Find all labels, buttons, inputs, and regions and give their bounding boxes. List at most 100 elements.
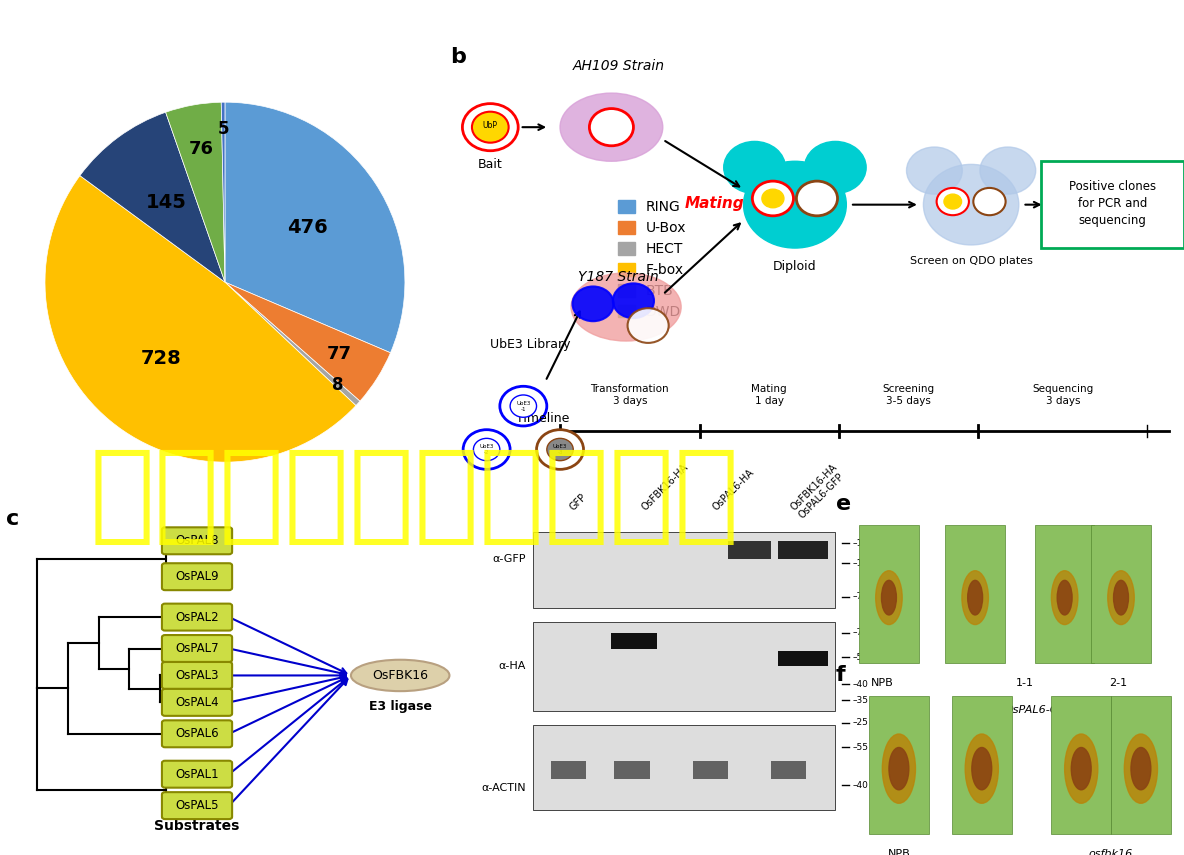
- Circle shape: [762, 189, 784, 208]
- Circle shape: [472, 112, 509, 143]
- Text: UbE3
-3: UbE3 -3: [553, 444, 567, 455]
- Text: OsPAL6-HA: OsPAL6-HA: [710, 467, 755, 512]
- FancyBboxPatch shape: [162, 528, 232, 554]
- FancyBboxPatch shape: [162, 604, 232, 631]
- Wedge shape: [225, 282, 360, 405]
- Bar: [945, 524, 1005, 663]
- Bar: [778, 541, 828, 559]
- Circle shape: [500, 386, 547, 426]
- Text: Mating
1 day: Mating 1 day: [752, 384, 787, 406]
- Ellipse shape: [967, 581, 983, 615]
- Circle shape: [907, 147, 963, 194]
- Text: Y187 Strain: Y187 Strain: [579, 270, 659, 284]
- Text: OsPAL1: OsPAL1: [175, 768, 219, 781]
- Text: OsPAL5: OsPAL5: [175, 799, 219, 812]
- Bar: [778, 651, 828, 667]
- Ellipse shape: [350, 660, 450, 691]
- Text: α-HA: α-HA: [498, 662, 526, 671]
- Text: OsFBK16-HA: OsFBK16-HA: [639, 462, 690, 512]
- Bar: [869, 696, 928, 834]
- Ellipse shape: [571, 273, 681, 341]
- Text: –55: –55: [852, 743, 869, 752]
- Text: 145: 145: [146, 193, 187, 212]
- FancyBboxPatch shape: [162, 563, 232, 590]
- Text: osfbk16: osfbk16: [1089, 850, 1133, 855]
- Text: 2-1: 2-1: [1108, 679, 1127, 688]
- Text: OsPAL3: OsPAL3: [175, 669, 219, 682]
- Ellipse shape: [1072, 747, 1092, 790]
- Text: –100: –100: [852, 558, 874, 568]
- Text: 白驾游记，贵州自驾游: 白驾游记，贵州自驾游: [90, 443, 739, 549]
- Bar: [728, 541, 771, 559]
- Text: UbE3
-1: UbE3 -1: [516, 401, 530, 411]
- Ellipse shape: [1057, 581, 1073, 615]
- Ellipse shape: [1064, 734, 1098, 804]
- Text: Transformation
3 days: Transformation 3 days: [591, 384, 669, 406]
- Text: –70: –70: [852, 628, 869, 637]
- FancyBboxPatch shape: [162, 689, 232, 716]
- Circle shape: [723, 141, 785, 193]
- Ellipse shape: [876, 571, 902, 624]
- Circle shape: [573, 286, 613, 321]
- Circle shape: [536, 430, 584, 469]
- Circle shape: [797, 181, 837, 215]
- Text: NPB: NPB: [871, 679, 894, 688]
- Text: b: b: [450, 47, 465, 67]
- FancyBboxPatch shape: [162, 662, 232, 689]
- Ellipse shape: [882, 734, 915, 804]
- Circle shape: [924, 164, 1018, 245]
- Text: UbP: UbP: [483, 121, 497, 131]
- Ellipse shape: [961, 571, 989, 624]
- Bar: [771, 761, 806, 779]
- Text: OsPAL4: OsPAL4: [175, 696, 219, 709]
- Bar: [611, 633, 657, 649]
- Ellipse shape: [881, 581, 896, 615]
- Bar: [1111, 696, 1171, 834]
- Wedge shape: [79, 112, 225, 282]
- Text: Positive clones
for PCR and
sequencing: Positive clones for PCR and sequencing: [1069, 180, 1157, 227]
- Circle shape: [463, 430, 510, 469]
- Text: –55: –55: [852, 653, 869, 662]
- Text: e: e: [836, 494, 851, 514]
- Circle shape: [547, 439, 573, 461]
- Ellipse shape: [1051, 571, 1077, 624]
- Text: c: c: [6, 510, 19, 529]
- Text: –40: –40: [852, 680, 868, 689]
- Legend: RING, U-Box, HECT, F-box, BTB, DWD: RING, U-Box, HECT, F-box, BTB, DWD: [613, 196, 690, 323]
- Circle shape: [510, 395, 536, 417]
- Wedge shape: [166, 103, 225, 282]
- Text: 5: 5: [218, 121, 230, 139]
- Circle shape: [628, 308, 669, 343]
- Text: E3 ligase: E3 ligase: [368, 700, 432, 713]
- Circle shape: [937, 188, 969, 215]
- Text: OsFBK16: OsFBK16: [372, 669, 429, 682]
- Bar: [614, 761, 650, 779]
- Text: NPB: NPB: [888, 850, 910, 855]
- Bar: [533, 532, 835, 608]
- Bar: [952, 696, 1011, 834]
- Text: Mating: Mating: [684, 196, 744, 211]
- Wedge shape: [225, 282, 391, 401]
- Circle shape: [590, 109, 633, 146]
- Text: 1-1: 1-1: [1016, 679, 1034, 688]
- Circle shape: [804, 141, 867, 193]
- Text: 77: 77: [327, 345, 352, 363]
- Text: f: f: [836, 665, 845, 685]
- FancyBboxPatch shape: [162, 761, 232, 787]
- Text: UbE3 Library: UbE3 Library: [490, 338, 571, 351]
- Text: Screen on QDO plates: Screen on QDO plates: [909, 256, 1032, 266]
- Ellipse shape: [1125, 734, 1158, 804]
- Text: Substrates: Substrates: [154, 818, 239, 833]
- Text: OsFBK16-HA
OsPAL6-GFP: OsFBK16-HA OsPAL6-GFP: [789, 462, 847, 520]
- Ellipse shape: [560, 93, 663, 162]
- Text: –40: –40: [852, 781, 868, 790]
- Bar: [533, 622, 835, 711]
- Text: OsPAL7: OsPAL7: [175, 642, 219, 655]
- Text: OsPAL2: OsPAL2: [175, 610, 219, 623]
- Text: UbE3
-2: UbE3 -2: [480, 444, 494, 455]
- Bar: [551, 761, 586, 779]
- Circle shape: [613, 283, 654, 318]
- Text: OsPAL9: OsPAL9: [175, 570, 219, 583]
- Text: α-ACTIN: α-ACTIN: [481, 782, 526, 793]
- Text: Timeline: Timeline: [516, 412, 570, 425]
